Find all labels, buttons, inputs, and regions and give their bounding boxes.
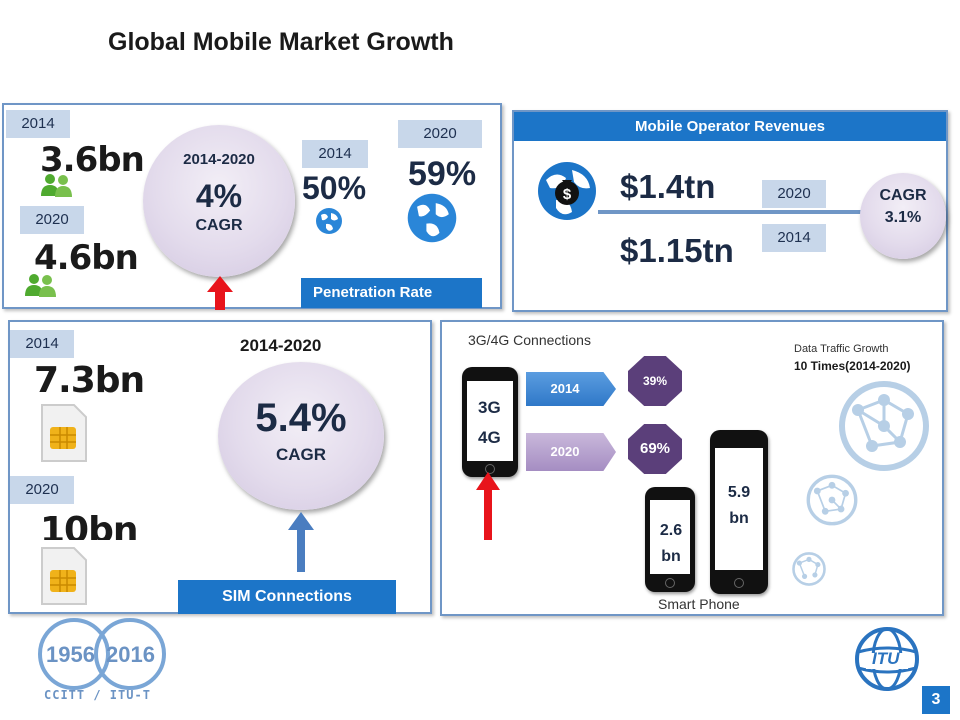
cagr-value: 4% — [195, 178, 243, 214]
year-badge-2020: 2020 — [762, 180, 826, 208]
logo-year-1956: 1956 — [46, 642, 95, 667]
sim-cagr-circle: 5.4% CAGR — [218, 362, 384, 510]
anniversary-logo — [22, 606, 182, 716]
revenue-2020-value: $1.4tn — [620, 168, 716, 205]
connections-header: 3G/4G Connections — [468, 332, 591, 348]
logo-year-2016: 2016 — [106, 642, 155, 667]
svg-text:$: $ — [563, 186, 572, 203]
smartphone-2020-value: 5.9 bn — [727, 484, 751, 527]
smartphone-large-icon — [710, 430, 768, 594]
sim-connections-label: SIM Connections — [178, 580, 396, 614]
subscribers-cagr-circle: 2014-2020 4% CAGR — [143, 125, 295, 277]
year-2014-arrow — [526, 372, 616, 406]
smartphone-small-icon — [645, 487, 695, 592]
phone-3g-label: 3G — [478, 398, 501, 417]
year-2020-label: 2020 — [550, 444, 580, 459]
page-number: 3 — [922, 686, 950, 714]
itu-logo — [852, 624, 922, 699]
year-2014-label: 2014 — [550, 381, 580, 396]
users-icon — [24, 272, 58, 303]
users-icon — [40, 172, 74, 203]
smartphone-2014-value: 2.6 bn — [659, 522, 683, 565]
money-globe-icon: $ — [536, 160, 598, 227]
globe-icon — [314, 206, 344, 241]
year-badge-2014: 2014 — [302, 140, 368, 168]
subscribers-2020-value: 4.6bn — [34, 238, 139, 278]
year-badge-2020: 2020 — [10, 476, 74, 504]
revenue-2014-value: $1.15tn — [620, 232, 734, 269]
up-arrow-icon — [474, 470, 502, 545]
up-arrow-icon — [205, 274, 235, 315]
sim-card-icon — [38, 546, 88, 611]
year-badge-2014: 2014 — [762, 224, 826, 252]
cagr-label: CAGR — [195, 217, 243, 234]
page-title: Global Mobile Market Growth — [108, 28, 454, 56]
year-badge-2020: 2020 — [20, 206, 84, 234]
penetration-2014-value: 50% — [302, 170, 367, 206]
year-badge-2020: 2020 — [398, 120, 482, 148]
network-globe-icon — [806, 474, 858, 531]
subscribers-2014-value: 3.6bn — [40, 140, 145, 180]
sim-2014-value: 7.3bn — [34, 360, 145, 401]
cagr-period: 2014-2020 — [183, 151, 255, 168]
cagr-label: CAGR — [275, 445, 327, 464]
year-2020-arrow — [526, 433, 616, 471]
year-badge-2014: 2014 — [10, 330, 74, 358]
sim-2020-value: 10bn — [40, 510, 138, 540]
year-badge-2014: 2014 — [6, 110, 70, 138]
revenues-cagr-circle: CAGR 3.1% — [860, 173, 946, 259]
revenue-connector-line — [598, 210, 866, 214]
revenues-header: Mobile Operator Revenues — [514, 112, 946, 141]
itu-text: ITU — [872, 649, 900, 668]
pct-2014-badge: 39% — [628, 356, 682, 406]
traffic-value: 10 Times(2014-2020) — [794, 359, 911, 373]
phone-3g4g-icon — [462, 367, 518, 477]
smartphone-label: Smart Phone — [658, 596, 740, 612]
logo-text: CCITT / ITU-T — [44, 688, 151, 702]
sim-card-icon — [38, 403, 88, 468]
globe-icon — [404, 190, 460, 251]
penetration-rate-label: Penetration Rate — [301, 278, 482, 308]
network-globe-icon — [838, 380, 930, 477]
pct-2020-badge: 69% — [628, 424, 682, 474]
cagr-value: 3.1% — [884, 209, 922, 226]
traffic-title: Data Traffic Growth — [794, 343, 889, 355]
penetration-2020-value: 59% — [408, 155, 477, 193]
network-globe-icon — [792, 552, 826, 591]
phone-4g-label: 4G — [478, 428, 501, 447]
cagr-value: 5.4% — [255, 396, 347, 440]
cagr-label: CAGR — [879, 187, 927, 204]
up-arrow-icon — [286, 510, 316, 577]
sim-cagr-period: 2014-2020 — [240, 336, 322, 355]
